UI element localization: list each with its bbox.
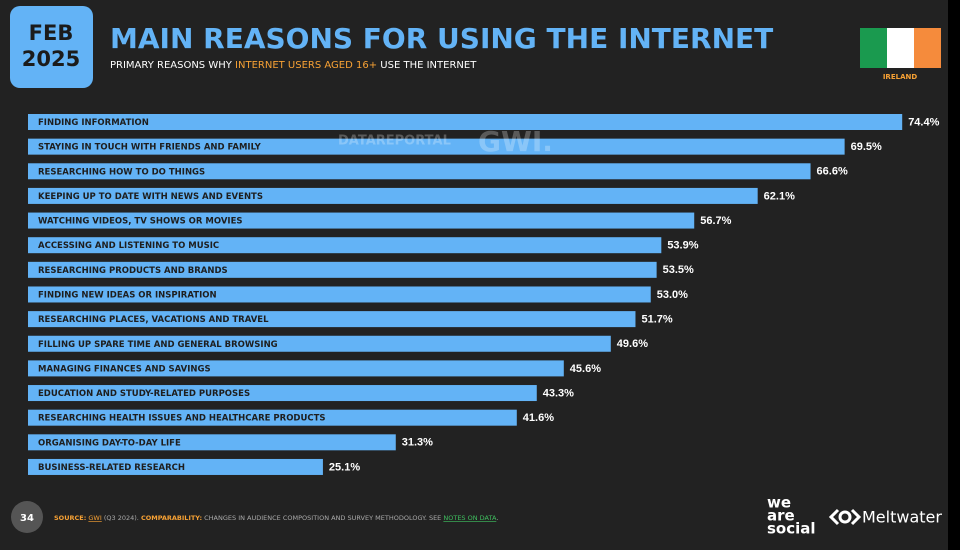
bar bbox=[28, 187, 758, 204]
page-badge bbox=[11, 501, 43, 533]
bar bbox=[28, 138, 845, 155]
value-label: 56.7% bbox=[700, 215, 731, 227]
value-label: 62.1% bbox=[764, 190, 795, 202]
value-label: 45.6% bbox=[570, 363, 601, 375]
bar bbox=[28, 458, 323, 475]
value-label: 53.5% bbox=[663, 264, 694, 276]
value-label: 25.1% bbox=[329, 461, 360, 473]
source-text: . bbox=[496, 514, 498, 522]
comparability-label: COMPARABILITY: bbox=[141, 514, 202, 522]
source-text: (Q3 2024). bbox=[104, 514, 139, 522]
logo-text: Meltwater bbox=[862, 508, 942, 527]
category-label: EDUCATION AND STUDY-RELATED PURPOSES bbox=[38, 389, 250, 399]
value-label: 53.9% bbox=[667, 240, 698, 252]
category-label: STAYING IN TOUCH WITH FRIENDS AND FAMILY bbox=[38, 143, 262, 153]
bar bbox=[28, 311, 636, 328]
icon-part bbox=[828, 508, 840, 526]
icon-part bbox=[850, 508, 862, 526]
value-label: 43.3% bbox=[543, 387, 574, 399]
category-label: ACCESSING AND LISTENING TO MUSIC bbox=[38, 241, 219, 251]
value-label: 74.4% bbox=[908, 116, 939, 128]
logo-text: are bbox=[767, 507, 795, 525]
notes-link[interactable]: NOTES ON DATA bbox=[443, 514, 497, 522]
value-label: 66.6% bbox=[817, 166, 848, 178]
subtitle-highlight: INTERNET USERS AGED 16+ bbox=[235, 60, 377, 71]
category-label: FINDING NEW IDEAS OR INSPIRATION bbox=[38, 290, 217, 300]
meltwater-icon bbox=[828, 508, 862, 526]
source-label: SOURCE: bbox=[54, 514, 86, 522]
category-label: RESEARCHING PLACES, VACATIONS AND TRAVEL bbox=[38, 315, 269, 325]
month: FEB bbox=[29, 21, 74, 45]
bar bbox=[28, 261, 657, 278]
bar bbox=[28, 409, 517, 426]
value-label: 53.0% bbox=[657, 289, 688, 301]
bar bbox=[28, 114, 903, 130]
category-label: WATCHING VIDEOS, TV SHOWS OR MOVIES bbox=[38, 217, 243, 227]
country: IRELAND bbox=[883, 73, 918, 81]
bar bbox=[28, 286, 651, 303]
bar bbox=[28, 385, 537, 402]
category-label: FILLING UP SPARE TIME AND GENERAL BROWSI… bbox=[38, 340, 278, 350]
bar bbox=[28, 360, 564, 377]
value-label: 49.6% bbox=[617, 338, 648, 350]
value-label: 51.7% bbox=[641, 314, 672, 326]
subtitle-part: PRIMARY REASONS WHY bbox=[110, 60, 233, 71]
bar bbox=[28, 335, 611, 352]
category-label: RESEARCHING HEALTH ISSUES AND HEALTHCARE… bbox=[38, 414, 326, 424]
value-label: 69.5% bbox=[851, 141, 882, 153]
bar bbox=[28, 237, 662, 254]
page-number: 34 bbox=[20, 513, 34, 524]
year: 2025 bbox=[22, 47, 80, 71]
icon-part bbox=[838, 510, 852, 524]
flag bbox=[860, 28, 941, 68]
watermark: DATAREPORTAL bbox=[338, 134, 451, 149]
bar bbox=[28, 212, 695, 229]
comparability-text: CHANGES IN AUDIENCE COMPOSITION AND SURV… bbox=[204, 514, 441, 522]
flag-stripe bbox=[887, 28, 914, 68]
category-label: RESEARCHING HOW TO DO THINGS bbox=[38, 167, 205, 177]
category-label: KEEPING UP TO DATE WITH NEWS AND EVENTS bbox=[38, 192, 263, 202]
flag-stripe bbox=[860, 28, 887, 68]
bar bbox=[28, 434, 396, 451]
bar-chart: FINDING INFORMATION 74.4% STAYING IN TOUCH… bbox=[28, 114, 940, 475]
category-label: ORGANISING DAY-TO-DAY LIFE bbox=[38, 438, 181, 448]
value-label: 41.6% bbox=[523, 412, 554, 424]
category-label: BUSINESS-RELATED RESEARCH bbox=[38, 463, 185, 473]
logo-text: social bbox=[767, 520, 816, 538]
value-label: 31.3% bbox=[402, 437, 433, 449]
logo-text: we bbox=[767, 494, 791, 512]
category-label: MANAGING FINANCES AND SAVINGS bbox=[38, 364, 211, 374]
category-label: FINDING INFORMATION bbox=[38, 118, 149, 128]
source-note: SOURCE: GWI (Q3 2024). COMPARABILITY: CH… bbox=[54, 514, 498, 522]
subtitle-part: USE THE INTERNET bbox=[380, 60, 477, 71]
category-label: RESEARCHING PRODUCTS AND BRANDS bbox=[38, 266, 228, 276]
bar bbox=[28, 163, 811, 180]
chart-title: MAIN REASONS FOR USING THE INTERNET bbox=[110, 22, 773, 55]
flag-stripe bbox=[914, 28, 941, 68]
subtitle: PRIMARY REASONS WHY INTERNET USERS AGED … bbox=[110, 60, 477, 71]
source-link[interactable]: GWI bbox=[88, 514, 101, 522]
date-badge bbox=[10, 6, 93, 88]
watermark: GWI. bbox=[478, 125, 553, 158]
